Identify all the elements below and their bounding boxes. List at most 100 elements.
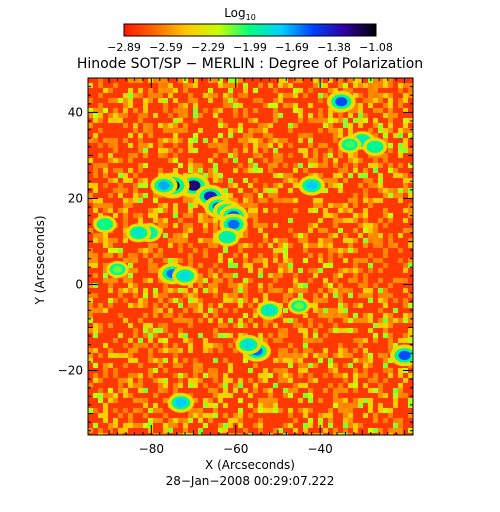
heatmap-cell xyxy=(353,378,358,383)
heatmap-cell xyxy=(188,228,193,233)
heatmap-cell xyxy=(268,373,273,378)
heatmap-cell xyxy=(358,78,363,83)
heatmap-cell xyxy=(183,83,188,88)
heatmap-cell xyxy=(373,413,378,418)
heatmap-cell xyxy=(138,373,143,378)
heatmap-cell xyxy=(273,173,278,178)
heatmap-cell xyxy=(363,228,368,233)
heatmap-cell xyxy=(123,238,128,243)
heatmap-cell xyxy=(143,388,148,393)
heatmap-cell xyxy=(243,298,248,303)
heatmap-cell xyxy=(363,288,368,293)
heatmap-cell xyxy=(143,293,148,298)
heatmap-cell xyxy=(128,198,133,203)
heatmap-cell xyxy=(378,128,383,133)
heatmap-cell xyxy=(353,388,358,393)
heatmap-cell xyxy=(308,388,313,393)
heatmap-cell xyxy=(403,228,408,233)
heatmap-cell xyxy=(128,143,133,148)
heatmap-cell xyxy=(88,258,93,263)
heatmap-cell xyxy=(128,88,133,93)
heatmap-cell xyxy=(188,243,193,248)
heatmap-cell xyxy=(328,203,333,208)
heatmap-cell xyxy=(328,313,333,318)
heatmap-cell xyxy=(378,323,383,328)
heatmap-cell xyxy=(383,188,388,193)
heatmap-cell xyxy=(383,333,388,338)
heatmap-cell xyxy=(153,113,158,118)
heatmap-cell xyxy=(103,373,108,378)
heatmap-cell xyxy=(123,198,128,203)
heatmap-cell xyxy=(393,418,398,423)
heatmap-cell xyxy=(363,178,368,183)
heatmap-cell xyxy=(273,248,278,253)
heatmap-cell xyxy=(243,388,248,393)
heatmap-cell xyxy=(253,153,258,158)
heatmap-cell xyxy=(178,118,183,123)
heatmap-cell xyxy=(313,433,318,435)
heatmap-cell xyxy=(113,248,118,253)
heatmap-cell xyxy=(338,373,343,378)
heatmap-cell xyxy=(133,153,138,158)
colorbar-tick-label: −1.38 xyxy=(317,41,351,54)
heatmap-cell xyxy=(128,423,133,428)
heatmap-cell xyxy=(218,143,223,148)
heatmap-cell xyxy=(118,353,123,358)
heatmap-cell xyxy=(298,78,303,83)
heatmap-cell xyxy=(333,88,338,93)
heatmap-cell xyxy=(368,363,373,368)
heatmap-cell xyxy=(138,378,143,383)
heatmap-cell xyxy=(388,143,393,148)
heatmap-cell xyxy=(253,223,258,228)
heatmap-cell xyxy=(163,233,168,238)
heatmap-cell xyxy=(403,118,408,123)
heatmap-cell xyxy=(343,83,348,88)
heatmap-cell xyxy=(368,223,373,228)
heatmap-cell xyxy=(133,288,138,293)
heatmap-cell xyxy=(213,388,218,393)
heatmap-cell xyxy=(278,368,283,373)
heatmap-cell xyxy=(283,378,288,383)
heatmap-cell xyxy=(108,143,113,148)
heatmap-cell xyxy=(223,123,228,128)
heatmap-cell xyxy=(323,83,328,88)
heatmap-cell xyxy=(373,83,378,88)
heatmap-cell xyxy=(183,308,188,313)
heatmap-cell xyxy=(273,273,278,278)
heatmap-cell xyxy=(333,293,338,298)
heatmap-cell xyxy=(253,423,258,428)
heatmap-cell xyxy=(308,433,313,435)
heatmap-cell xyxy=(298,293,303,298)
heatmap-cell xyxy=(398,148,403,153)
heatmap-cell xyxy=(263,373,268,378)
heatmap-cell xyxy=(313,78,318,83)
heatmap-cell xyxy=(218,423,223,428)
heatmap-cell xyxy=(353,358,358,363)
heatmap-cell xyxy=(323,163,328,168)
heatmap-cell xyxy=(108,283,113,288)
heatmap-cell xyxy=(303,153,308,158)
heatmap-cell xyxy=(388,118,393,123)
heatmap-cell xyxy=(293,278,298,283)
heatmap-cell xyxy=(238,283,243,288)
heatmap-cell xyxy=(253,388,258,393)
heatmap-cell xyxy=(258,428,263,433)
heatmap-cell xyxy=(188,413,193,418)
heatmap-cell xyxy=(278,153,283,158)
heatmap-cell xyxy=(328,123,333,128)
heatmap-cell xyxy=(398,433,403,435)
heatmap-cell xyxy=(283,373,288,378)
heatmap-cell xyxy=(238,378,243,383)
heatmap-cell xyxy=(133,123,138,128)
heatmap-cell xyxy=(193,168,198,173)
heatmap-cell xyxy=(388,338,393,343)
heatmap-cell xyxy=(183,113,188,118)
heatmap-cell xyxy=(273,113,278,118)
heatmap-cell xyxy=(348,113,353,118)
heatmap-cell xyxy=(123,378,128,383)
heatmap-cell xyxy=(353,83,358,88)
heatmap-cell xyxy=(173,353,178,358)
heatmap-cell xyxy=(188,98,193,103)
heatmap-cell xyxy=(93,173,98,178)
heatmap-cell xyxy=(193,103,198,108)
